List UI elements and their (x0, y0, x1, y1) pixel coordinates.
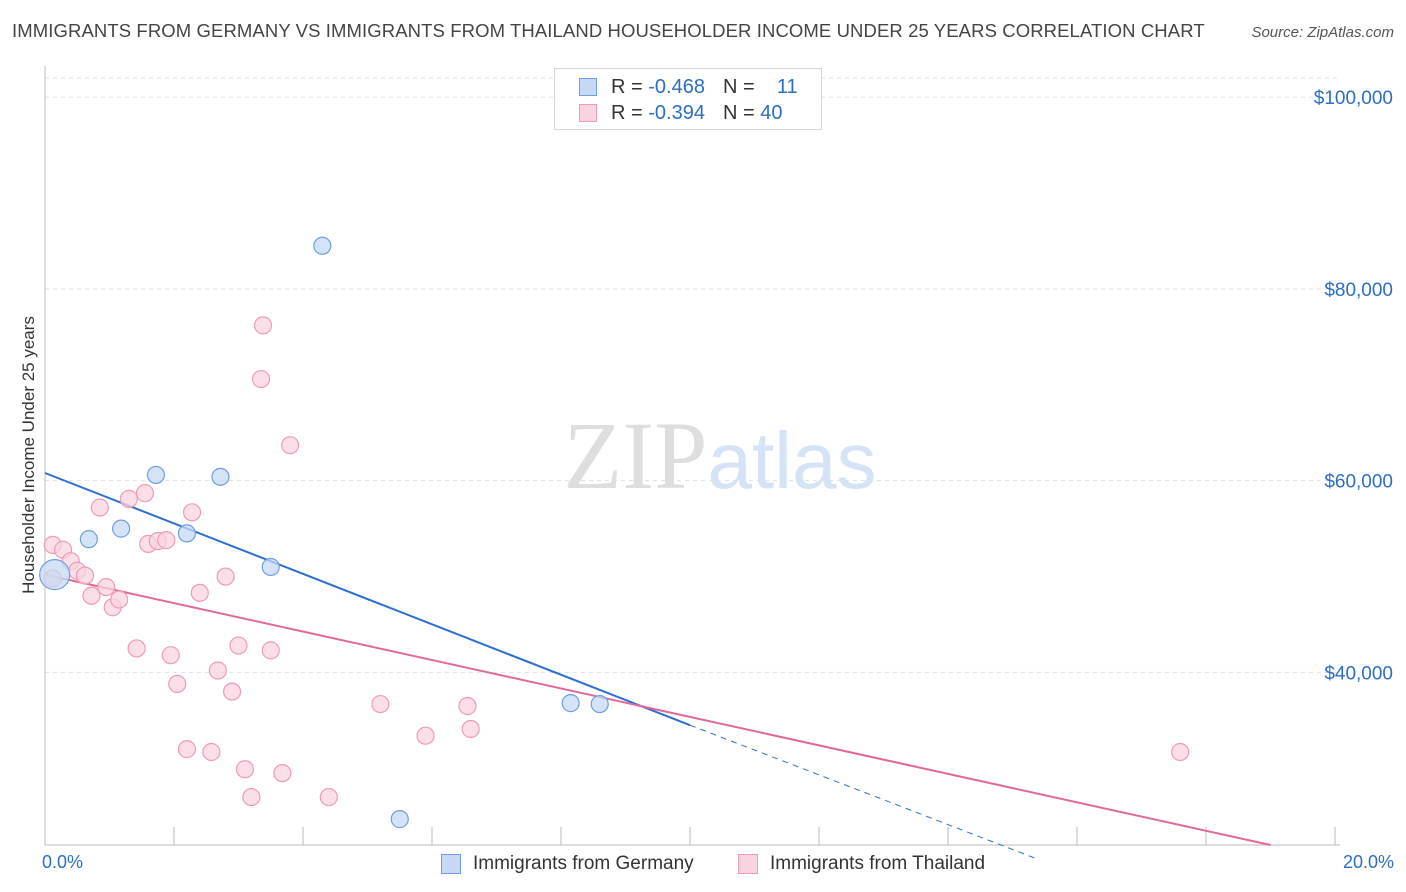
chart-source: Source: ZipAtlas.com (1251, 24, 1394, 41)
legend-r-value: -0.394 (648, 101, 705, 124)
y-tick-labels: $40,000 $60,000 $80,000 $100,000 (1314, 88, 1393, 684)
legend-r-label: R = (611, 101, 643, 124)
point-thailand (458, 696, 477, 716)
point-thailand (216, 567, 235, 586)
legend-swatch-thailand (579, 104, 597, 122)
point-thailand (229, 636, 248, 655)
point-thailand (182, 503, 202, 522)
point-thailand (416, 726, 435, 745)
point-germany (112, 519, 131, 538)
point-thailand (82, 586, 101, 605)
point-germany (390, 810, 409, 829)
point-germany (211, 467, 230, 486)
point-thailand (177, 740, 196, 759)
point-thailand (110, 590, 129, 609)
legend-n-label: N = (722, 75, 755, 98)
point-thailand (90, 498, 109, 517)
y-tick-label: $60,000 (1324, 472, 1393, 493)
point-thailand (235, 760, 255, 779)
series-label-germany: Immigrants from Germany (473, 853, 694, 874)
watermark-atlas: atlas (708, 416, 877, 505)
point-thailand (202, 742, 221, 762)
point-thailand (242, 787, 261, 807)
point-germany (146, 465, 166, 485)
gridlines (45, 77, 1340, 673)
point-thailand (97, 577, 116, 597)
legend-row-germany: R = -0.468 N = 11 (579, 74, 798, 100)
point-thailand (1171, 742, 1190, 762)
point-germany (261, 557, 280, 577)
watermark: ZIPatlas (564, 402, 877, 509)
legend-r-value: -0.468 (648, 75, 705, 98)
point-thailand (135, 484, 155, 503)
axes (44, 66, 1340, 846)
y-tick-label: $80,000 (1324, 280, 1393, 301)
point-germany (79, 530, 98, 549)
trend-lines (44, 472, 1271, 860)
trend-line-0 (44, 472, 691, 727)
point-thailand (281, 436, 300, 455)
point-thailand (119, 489, 138, 508)
point-germany (561, 694, 580, 713)
chart-title: IMMIGRANTS FROM GERMANY VS IMMIGRANTS FR… (12, 20, 1205, 41)
point-thailand (273, 763, 292, 783)
point-thailand (222, 682, 242, 701)
y-tick-label: $100,000 (1314, 88, 1393, 109)
series-swatch-thailand (738, 854, 758, 874)
point-thailand (261, 641, 280, 660)
data-points (39, 236, 1190, 829)
point-thailand (75, 566, 95, 585)
point-germany (39, 559, 71, 591)
x-tick-label-min: 0.0% (42, 852, 84, 872)
legend-n-value: 11 (776, 75, 798, 98)
point-thailand (319, 787, 338, 807)
legend-r-label: R = (611, 75, 643, 98)
series-label-thailand: Immigrants from Thailand (770, 853, 986, 874)
point-thailand (168, 674, 187, 694)
point-thailand (161, 646, 180, 665)
legend-row-thailand: R = -0.394 N = 40 (579, 100, 782, 126)
correlation-legend: R = -0.468 N = 11 R = -0.394 N = 40 (554, 68, 822, 130)
legend-n-value: 40 (760, 101, 783, 124)
watermark-zip: ZIP (564, 402, 708, 509)
y-axis-title: Householder Income Under 25 years (19, 316, 38, 594)
point-thailand (208, 661, 227, 680)
point-thailand (127, 639, 146, 658)
point-thailand (253, 316, 273, 335)
y-tick-label: $40,000 (1324, 663, 1393, 684)
point-thailand (461, 719, 480, 739)
point-germany (313, 236, 332, 255)
point-germany (590, 694, 609, 714)
trend-extension-0 (689, 724, 1039, 860)
point-thailand (371, 694, 390, 714)
trend-line-1 (44, 573, 1271, 846)
point-thailand (190, 583, 209, 602)
series-legend-germany: Immigrants from Germany (441, 852, 694, 876)
series-swatch-germany (441, 854, 461, 874)
legend-n-label: N = (722, 101, 755, 124)
point-thailand (157, 531, 176, 550)
point-thailand (251, 369, 271, 389)
series-legend-thailand: Immigrants from Thailand (738, 852, 985, 876)
point-germany (177, 524, 196, 543)
legend-swatch-germany (579, 78, 597, 96)
x-tick-label-max: 20.0% (1342, 852, 1394, 872)
